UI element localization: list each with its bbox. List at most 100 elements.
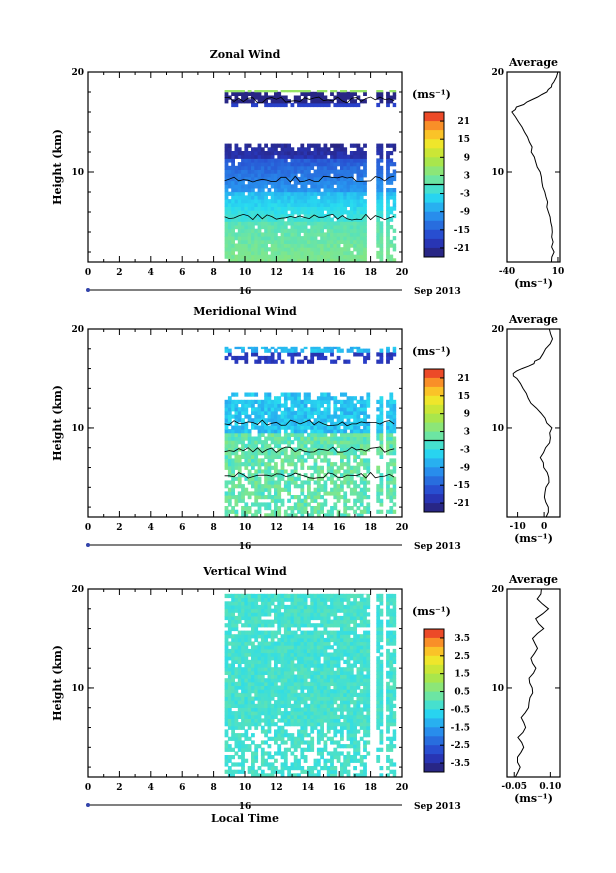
heatmap-cell	[307, 619, 311, 624]
heatmap-cell	[307, 165, 311, 170]
heatmap-cell	[251, 491, 255, 496]
heatmap-cell	[363, 403, 367, 408]
heatmap-cell	[264, 355, 268, 361]
heatmap-cell	[340, 601, 344, 606]
heatmap-cell	[260, 725, 265, 730]
heatmap-cell	[386, 495, 390, 500]
heatmap-cell	[320, 102, 324, 108]
heatmap-cell	[241, 232, 245, 237]
colorbar-swatch	[424, 157, 444, 167]
heatmap-cell	[247, 722, 252, 727]
heatmap-cell	[237, 608, 242, 613]
heatmap-cell	[270, 707, 275, 712]
heatmap-cell	[376, 407, 381, 412]
heatmap-cell	[389, 403, 394, 408]
heatmap-cell	[241, 593, 245, 599]
heatmap-cell	[359, 769, 364, 774]
heatmap-cell	[274, 403, 278, 408]
heatmap-cell	[376, 221, 381, 226]
heatmap-cell	[293, 634, 298, 639]
heatmap-cell	[307, 407, 311, 412]
heatmap-cell	[280, 659, 285, 664]
heatmap-cell	[231, 206, 235, 211]
colorbar-swatch	[424, 139, 444, 149]
heatmap-cell	[297, 425, 301, 430]
heatmap-cell	[290, 440, 295, 445]
heatmap-cell	[297, 454, 301, 459]
heatmap-cell	[326, 346, 331, 350]
heatmap-cell	[343, 429, 348, 434]
heatmap-cell	[300, 191, 305, 196]
heatmap-cell	[330, 143, 334, 148]
heatmap-cell	[310, 623, 315, 628]
heatmap-cell	[264, 195, 268, 200]
colorbar-swatch	[424, 238, 444, 249]
heatmap-cell	[310, 173, 315, 178]
heatmap-cell	[254, 744, 259, 749]
heatmap-cell	[270, 414, 275, 419]
heatmap-cell	[366, 506, 371, 511]
heatmap-cell	[340, 729, 344, 734]
heatmap-cell	[316, 425, 321, 430]
heatmap-cell	[234, 674, 239, 679]
heatmap-cell	[343, 641, 348, 646]
heatmap-cell	[227, 407, 232, 412]
heatmap-cell	[323, 99, 328, 104]
heatmap-cell	[320, 747, 324, 752]
heatmap-cell	[260, 169, 265, 174]
heatmap-cell	[349, 506, 354, 511]
heatmap-cell	[307, 258, 311, 263]
heatmap-cell	[359, 176, 364, 182]
heatmap-cell	[287, 239, 291, 244]
heatmap-cell	[303, 696, 308, 701]
heatmap-cell	[363, 213, 367, 219]
heatmap-cell	[386, 199, 390, 204]
heatmap-cell	[340, 232, 344, 237]
heatmap-cell	[359, 418, 364, 423]
heatmap-cell	[267, 766, 272, 771]
heatmap-cell	[260, 491, 265, 496]
heatmap-cell	[353, 239, 357, 244]
heatmap-cell	[287, 769, 291, 774]
heatmap-cell	[349, 407, 354, 412]
heatmap-cell	[349, 626, 354, 632]
heatmap-cell	[260, 191, 265, 196]
heatmap-cell	[310, 498, 315, 503]
heatmap-cell	[290, 476, 295, 481]
heatmap-cell	[303, 151, 308, 156]
heatmap-cell	[257, 608, 262, 613]
heatmap-cell	[270, 165, 275, 170]
heatmap-cell	[310, 747, 315, 752]
heatmap-cell	[283, 454, 288, 459]
heatmap-cell	[303, 436, 308, 441]
heatmap-cell	[320, 623, 324, 628]
heatmap-cell	[247, 199, 252, 204]
heatmap-cell	[267, 667, 272, 672]
heatmap-cell	[366, 392, 371, 397]
heatmap-cell	[267, 652, 272, 657]
heatmap-cell	[260, 751, 265, 756]
heatmap-cell	[270, 454, 275, 459]
heatmap-cell	[264, 169, 268, 174]
heatmap-cell	[346, 733, 351, 738]
heatmap-cell	[224, 491, 229, 496]
heatmap-cell	[316, 663, 321, 668]
heatmap-cell	[389, 173, 394, 178]
heatmap-cell	[264, 440, 268, 445]
heatmap-cell	[264, 678, 268, 683]
heatmap-cell	[251, 462, 255, 467]
heatmap-cell	[323, 436, 328, 441]
heatmap-cell	[257, 458, 262, 463]
heatmap-cell	[333, 733, 338, 738]
heatmap-cell	[251, 154, 255, 159]
heatmap-cell	[277, 432, 282, 437]
heatmap-cell	[310, 403, 315, 408]
heatmap-cell	[231, 403, 235, 408]
heatmap-cell	[274, 396, 278, 401]
heatmap-cell	[293, 173, 298, 178]
heatmap-cell	[349, 90, 354, 93]
heatmap-cell	[356, 612, 361, 617]
heatmap-cell	[260, 407, 265, 412]
heatmap-cell	[257, 678, 262, 683]
heatmap-cell	[297, 707, 301, 712]
